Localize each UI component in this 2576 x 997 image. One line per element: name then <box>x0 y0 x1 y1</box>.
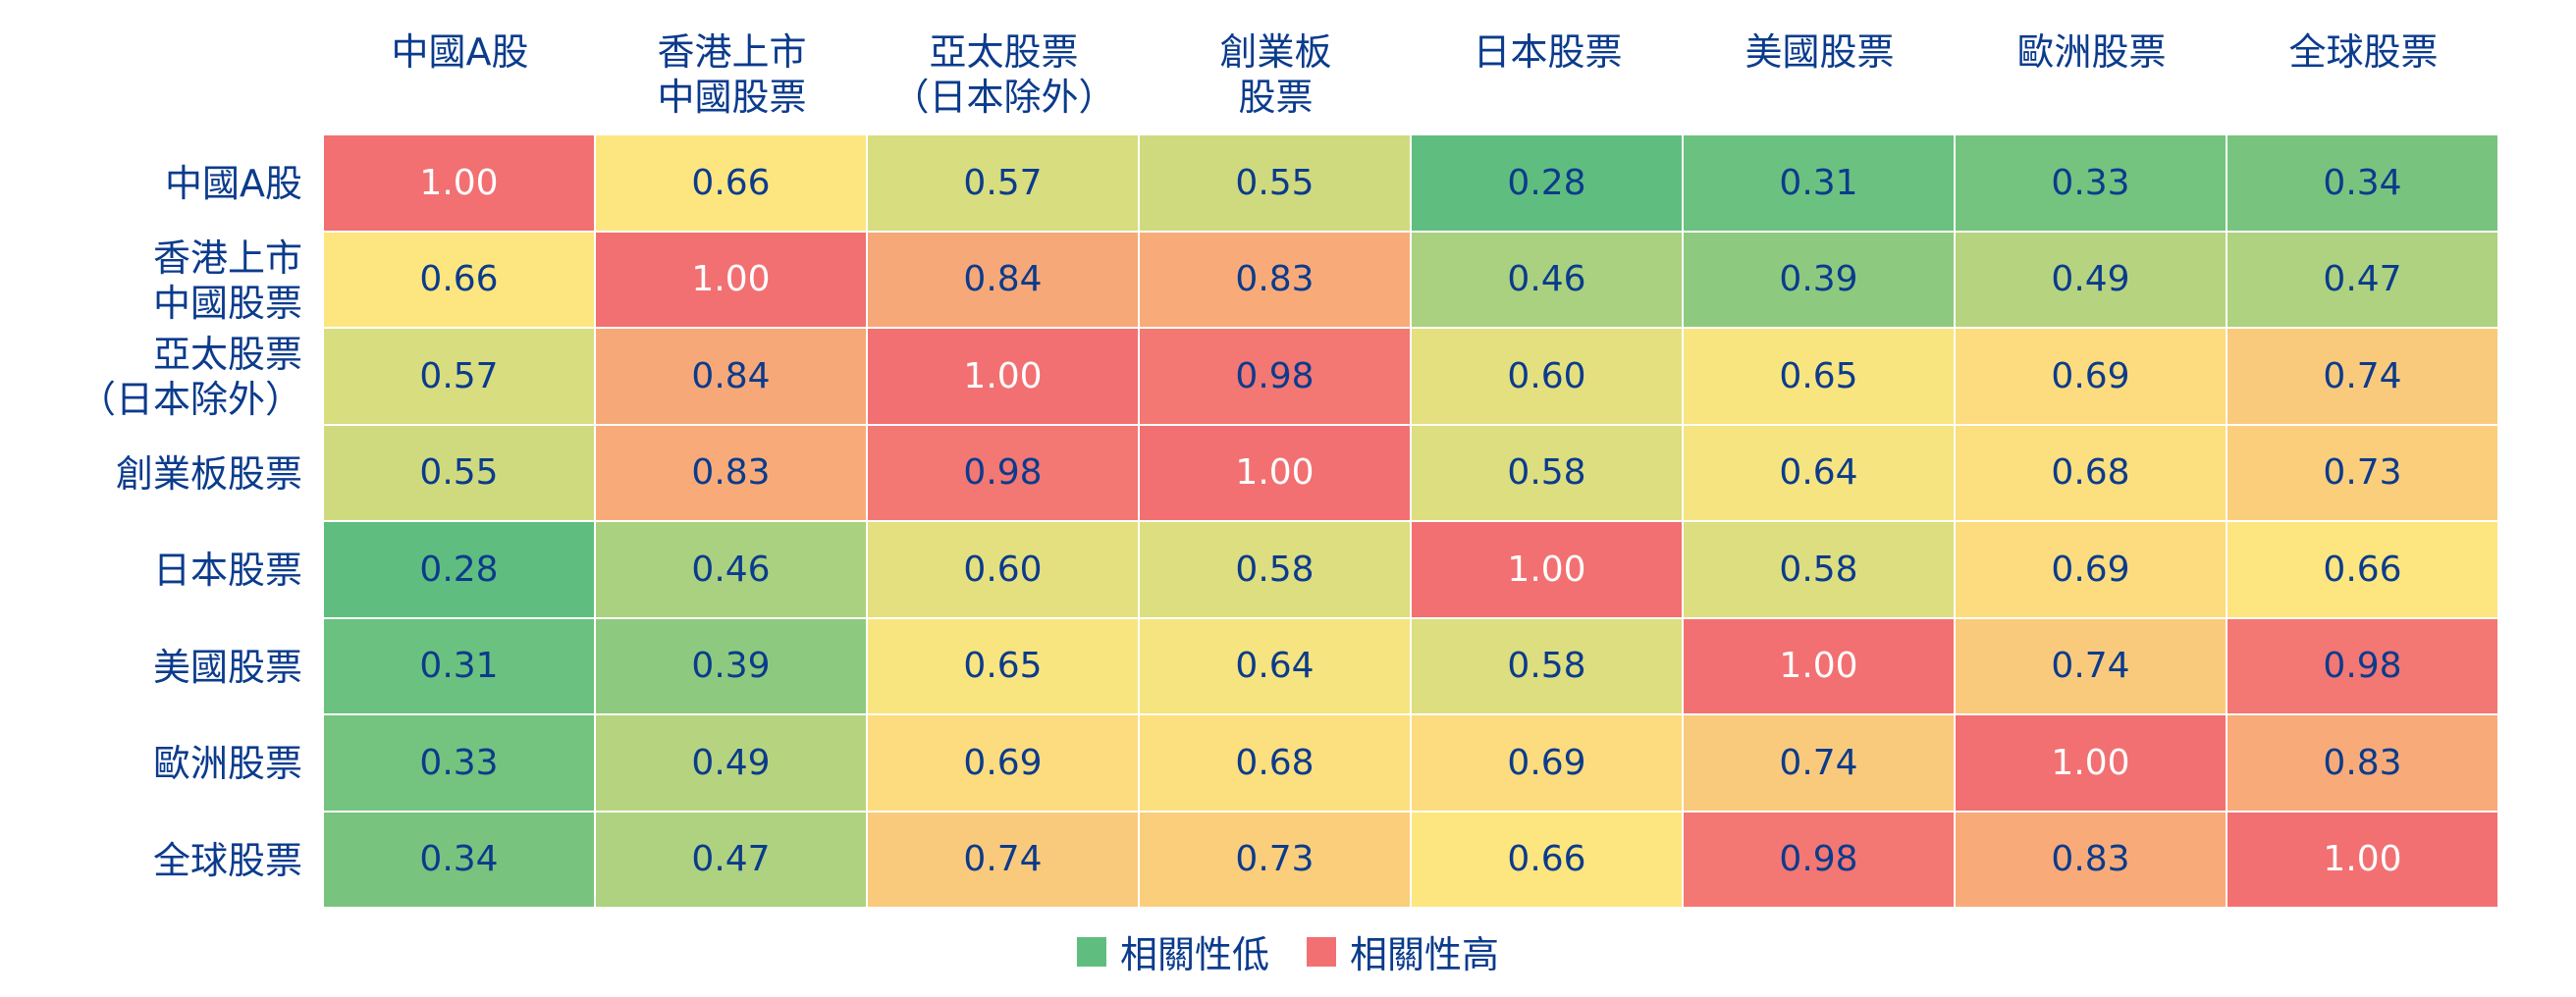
heatmap-cell: 1.00 <box>1956 715 2227 813</box>
heatmap-cell: 0.47 <box>596 812 868 909</box>
column-header: 全球股票 <box>2288 30 2439 74</box>
column-header: 歐洲股票 <box>2016 30 2167 74</box>
row-header: 亞太股票 （日本除外） <box>78 333 302 422</box>
heatmap-cell: 0.46 <box>1412 232 1684 329</box>
heatmap-cell: 0.65 <box>868 618 1140 715</box>
heatmap-cell: 0.49 <box>596 715 868 813</box>
heatmap-cell: 1.00 <box>1412 522 1684 619</box>
heatmap-cell: 0.69 <box>868 715 1140 813</box>
heatmap-cell: 0.98 <box>1140 329 1412 426</box>
heatmap-cell: 0.98 <box>1684 812 1956 909</box>
heatmap-cell: 0.74 <box>1956 618 2227 715</box>
heatmap-cell: 0.58 <box>1140 522 1412 619</box>
heatmap-cell: 0.98 <box>2227 618 2499 715</box>
heatmap-cell: 0.83 <box>1140 232 1412 329</box>
heatmap-cell: 0.98 <box>868 425 1140 522</box>
heatmap-cell: 0.66 <box>2227 522 2499 619</box>
row-header: 日本股票 <box>152 549 302 593</box>
legend-swatch-low <box>1076 936 1106 967</box>
heatmap-cell: 0.69 <box>1956 522 2227 619</box>
legend-item-high: 相關性高 <box>1307 924 1499 978</box>
heatmap-cell: 0.68 <box>1140 715 1412 813</box>
heatmap-cell: 1.00 <box>1684 618 1956 715</box>
legend-label-low: 相關性低 <box>1119 933 1269 976</box>
column-header: 美國股票 <box>1744 30 1895 74</box>
heatmap-cell: 0.39 <box>1684 232 1956 329</box>
heatmap-cell: 0.69 <box>1956 329 2227 426</box>
row-header: 美國股票 <box>152 645 302 689</box>
heatmap-cell: 0.39 <box>596 618 868 715</box>
legend-label-high: 相關性高 <box>1350 933 1500 976</box>
heatmap-cell: 0.49 <box>1956 232 2227 329</box>
legend-swatch-high <box>1307 936 1336 967</box>
heatmap-cell: 0.64 <box>1684 425 1956 522</box>
heatmap-cell: 1.00 <box>1140 425 1412 522</box>
heatmap-cell: 0.66 <box>1412 812 1684 909</box>
heatmap-cell: 0.74 <box>2227 329 2499 426</box>
heatmap-cell: 1.00 <box>2227 812 2499 909</box>
heatmap-cell: 1.00 <box>596 232 868 329</box>
heatmap-cell: 0.66 <box>596 135 868 233</box>
heatmap-cell: 0.58 <box>1684 522 1956 619</box>
heatmap-cell: 0.57 <box>868 135 1140 233</box>
heatmap-cell: 0.47 <box>2227 232 2499 329</box>
heatmap-cell: 0.28 <box>324 522 596 619</box>
heatmap-cell: 0.84 <box>868 232 1140 329</box>
heatmap-cell: 0.55 <box>1140 135 1412 233</box>
heatmap-cell: 0.74 <box>1684 715 1956 813</box>
heatmap-cell: 0.57 <box>324 329 596 426</box>
heatmap-cell: 0.33 <box>1956 135 2227 233</box>
heatmap-cell: 0.69 <box>1412 715 1684 813</box>
row-header: 中國A股 <box>165 162 302 206</box>
heatmap-cell: 0.34 <box>2227 135 2499 233</box>
heatmap-cell: 0.66 <box>324 232 596 329</box>
heatmap-cell: 1.00 <box>868 329 1140 426</box>
heatmap-cell: 0.33 <box>324 715 596 813</box>
column-header: 香港上市 中國股票 <box>657 30 807 119</box>
heatmap-cell: 0.60 <box>1412 329 1684 426</box>
heatmap-cell: 0.31 <box>1684 135 1956 233</box>
heatmap-cell: 0.60 <box>868 522 1140 619</box>
legend-item-low: 相關性低 <box>1076 924 1269 978</box>
row-header: 全球股票 <box>152 838 302 882</box>
heatmap-cell: 0.64 <box>1140 618 1412 715</box>
heatmap-cell: 0.31 <box>324 618 596 715</box>
row-header: 歐洲股票 <box>152 742 302 786</box>
heatmap-cell: 0.55 <box>324 425 596 522</box>
row-header: 創業板股票 <box>115 451 302 496</box>
heatmap-cell: 0.34 <box>324 812 596 909</box>
heatmap-cell: 0.83 <box>596 425 868 522</box>
heatmap-cell: 0.58 <box>1412 425 1684 522</box>
heatmap-cell: 0.46 <box>596 522 868 619</box>
heatmap-cell: 0.83 <box>2227 715 2499 813</box>
heatmap-cell: 0.28 <box>1412 135 1684 233</box>
heatmap-cell: 0.84 <box>596 329 868 426</box>
column-header: 亞太股票 （日本除外） <box>891 30 1116 119</box>
heatmap-cell: 0.83 <box>1956 812 2227 909</box>
heatmap-cell: 0.65 <box>1684 329 1956 426</box>
heatmap-cell: 0.74 <box>868 812 1140 909</box>
legend: 相關性低 相關性高 <box>0 924 2576 978</box>
column-header: 創業板 股票 <box>1219 30 1332 119</box>
heatmap-cell: 0.58 <box>1412 618 1684 715</box>
row-header: 香港上市 中國股票 <box>152 236 302 325</box>
heatmap-cell: 1.00 <box>324 135 596 233</box>
column-header: 中國A股 <box>391 30 529 74</box>
heatmap-cell: 0.68 <box>1956 425 2227 522</box>
heatmap-cell: 0.73 <box>1140 812 1412 909</box>
column-header: 日本股票 <box>1473 30 1623 74</box>
heatmap-cell: 0.73 <box>2227 425 2499 522</box>
